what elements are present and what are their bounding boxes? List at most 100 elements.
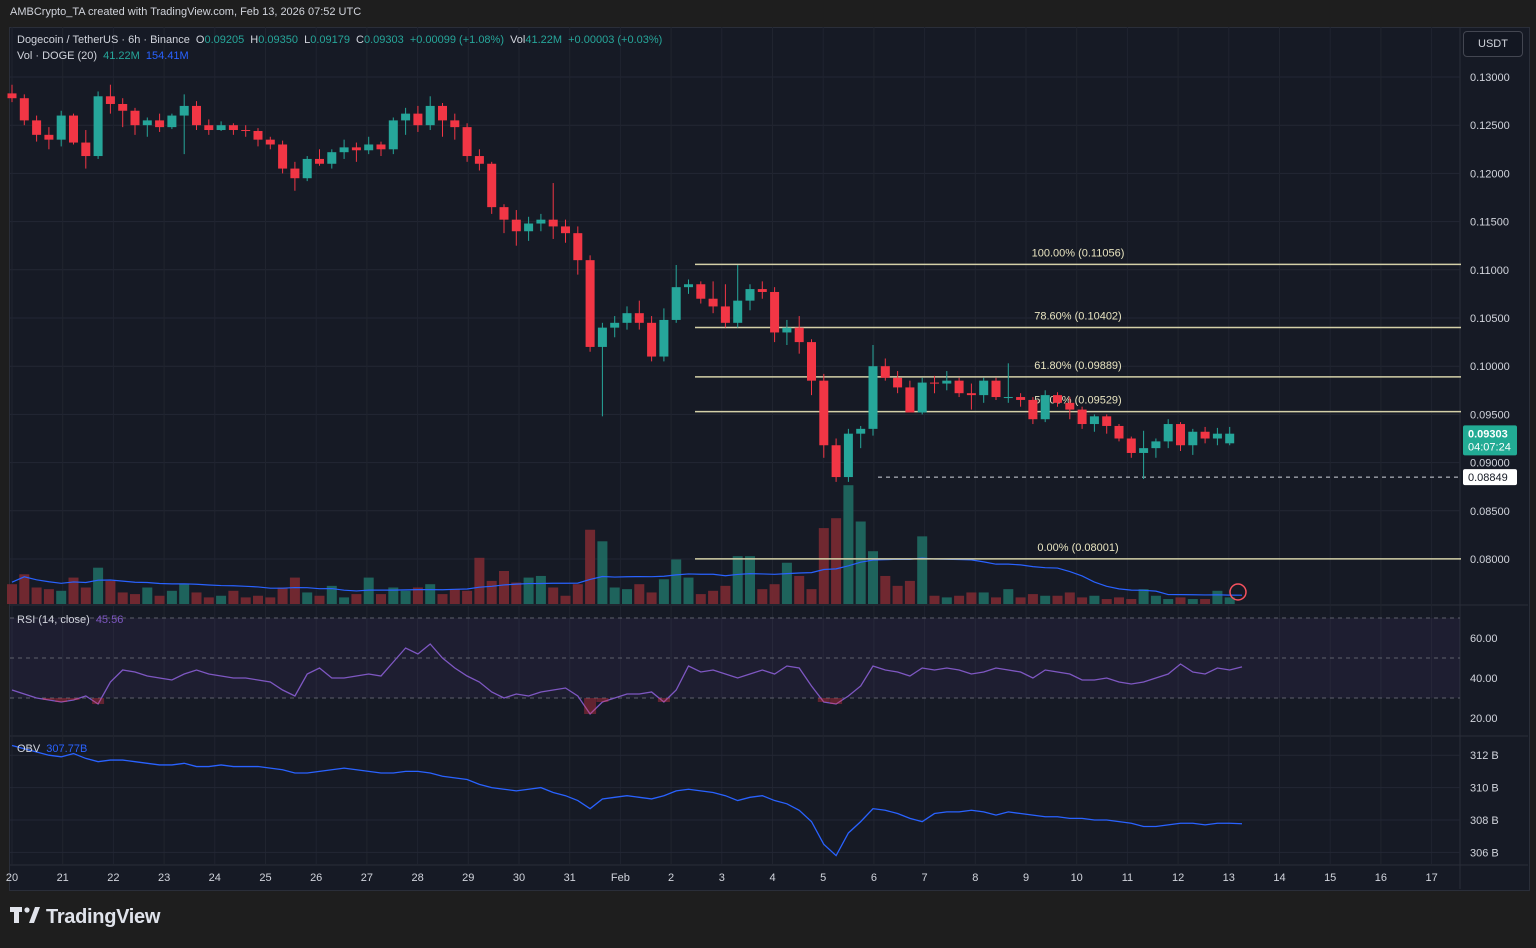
candle-body bbox=[1102, 416, 1112, 426]
candle-body bbox=[450, 120, 460, 128]
volume-bar bbox=[941, 597, 952, 604]
candle-body bbox=[1151, 441, 1161, 449]
candle-body bbox=[1139, 448, 1149, 453]
time-tick-label: 26 bbox=[310, 872, 322, 884]
time-tick-label: 16 bbox=[1375, 872, 1387, 884]
time-tick-label: 23 bbox=[158, 872, 170, 884]
candle-body bbox=[770, 291, 780, 333]
time-tick-label: 28 bbox=[411, 872, 423, 884]
candle-body bbox=[561, 226, 570, 234]
candle-body bbox=[782, 327, 792, 333]
volume-bar bbox=[880, 575, 891, 604]
volume-bar bbox=[240, 597, 251, 604]
currency-button[interactable]: USDT bbox=[1463, 31, 1523, 57]
candle-body bbox=[684, 284, 693, 288]
price-tick-label: 0.09000 bbox=[1470, 458, 1510, 470]
volume-bar bbox=[585, 529, 596, 604]
candle-body bbox=[425, 105, 435, 126]
attribution-text: AMBCrypto_TA created with TradingView.co… bbox=[10, 6, 362, 18]
candle-body bbox=[302, 158, 312, 179]
volume-bar bbox=[93, 567, 104, 604]
volume-bar bbox=[683, 577, 694, 604]
volume-bar bbox=[781, 562, 792, 604]
candle-body bbox=[69, 115, 78, 143]
volume-bar bbox=[314, 595, 325, 604]
legend-open-label: O bbox=[195, 34, 205, 46]
volume-bar bbox=[31, 587, 42, 604]
candle-body bbox=[954, 380, 964, 394]
candle-body bbox=[757, 289, 767, 292]
price-tick-label: 0.08500 bbox=[1470, 506, 1510, 518]
candle-body bbox=[696, 284, 706, 299]
volume-bar bbox=[523, 577, 534, 604]
volume-bar bbox=[560, 595, 571, 604]
time-tick-label: 6 bbox=[871, 872, 877, 884]
candle-body bbox=[671, 287, 681, 320]
volume-bar bbox=[1052, 595, 1063, 604]
candle-body bbox=[794, 327, 804, 343]
candle-body bbox=[930, 382, 939, 384]
rsi-label[interactable]: RSI (14, close) bbox=[17, 614, 90, 626]
rsi-tick-label: 20.00 bbox=[1470, 713, 1498, 725]
candle-body bbox=[1077, 409, 1087, 425]
legend-vol-change: +0.00003 (+0.03%) bbox=[568, 34, 663, 46]
legend-vol-value: 41.22M bbox=[525, 34, 563, 46]
candle-body bbox=[19, 98, 29, 121]
volume-bar bbox=[376, 594, 386, 604]
candle-body bbox=[241, 130, 251, 132]
volume-bar bbox=[400, 590, 411, 604]
volume-bar bbox=[745, 556, 755, 604]
volume-bar bbox=[1175, 597, 1186, 604]
volume-bar bbox=[486, 580, 497, 604]
volume-bar bbox=[326, 585, 337, 604]
legend-high-label: H bbox=[250, 34, 259, 46]
volume-bar bbox=[892, 585, 903, 604]
volume-bar bbox=[228, 590, 239, 604]
rsi-tick-label: 40.00 bbox=[1470, 673, 1498, 685]
obv-label[interactable]: OBV bbox=[17, 743, 41, 755]
rsi-oversold-fill bbox=[67, 698, 80, 700]
tradingview-logo[interactable]: TradingView bbox=[10, 906, 160, 929]
tradingview-logo-icon bbox=[10, 906, 40, 929]
legend-low-value: 0.09179 bbox=[310, 34, 350, 46]
volume-indicator-label[interactable]: Vol · DOGE (20) bbox=[17, 50, 98, 62]
volume-bar bbox=[351, 594, 362, 604]
price-tick-label: 0.10500 bbox=[1470, 313, 1510, 325]
grid bbox=[10, 27, 1528, 889]
volume-bar bbox=[191, 592, 202, 604]
legend-close-label: C bbox=[356, 34, 364, 46]
candle-body bbox=[991, 380, 1001, 398]
candle-body bbox=[474, 156, 484, 164]
volume-bar bbox=[757, 589, 768, 604]
legend-open-value: 0.09205 bbox=[204, 34, 245, 46]
candle-body bbox=[130, 110, 140, 126]
fib-retracement[interactable]: 100.00% (0.11056) 78.60% (0.10402) 61.80% … bbox=[695, 247, 1461, 560]
volume-bar bbox=[388, 587, 399, 604]
candle-body bbox=[597, 327, 607, 347]
candle-body bbox=[438, 105, 447, 121]
candle-body bbox=[1126, 438, 1136, 453]
volume-bar bbox=[1163, 599, 1174, 604]
volume-bar bbox=[363, 577, 374, 604]
candle-body bbox=[327, 152, 337, 164]
candle-body bbox=[536, 219, 546, 224]
fib-level-label: 100.00% (0.11056) bbox=[1032, 247, 1125, 259]
legend-symbol[interactable]: Dogecoin / TetherUS · 6h · Binance bbox=[17, 34, 190, 46]
tv-mark-icon bbox=[10, 906, 40, 923]
volume-bar bbox=[991, 597, 1001, 604]
fib-level-label: 0.00% (0.08001) bbox=[1037, 542, 1118, 554]
candle-body bbox=[499, 207, 509, 220]
volume-bar bbox=[56, 590, 67, 604]
time-tick-label: 4 bbox=[769, 872, 775, 884]
obv-tick-label: 306 B bbox=[1470, 847, 1499, 859]
volume-bar bbox=[179, 584, 190, 604]
candles[interactable] bbox=[7, 84, 1235, 482]
candle-body bbox=[1225, 433, 1235, 444]
fib-level-label: 78.60% (0.10402) bbox=[1034, 310, 1121, 322]
candle-body bbox=[253, 130, 263, 140]
candle-body bbox=[745, 289, 755, 301]
legend-change: +0.00099 (+1.08%) bbox=[409, 34, 504, 46]
replay-icon bbox=[1229, 583, 1247, 601]
volume-bar bbox=[1126, 599, 1137, 604]
